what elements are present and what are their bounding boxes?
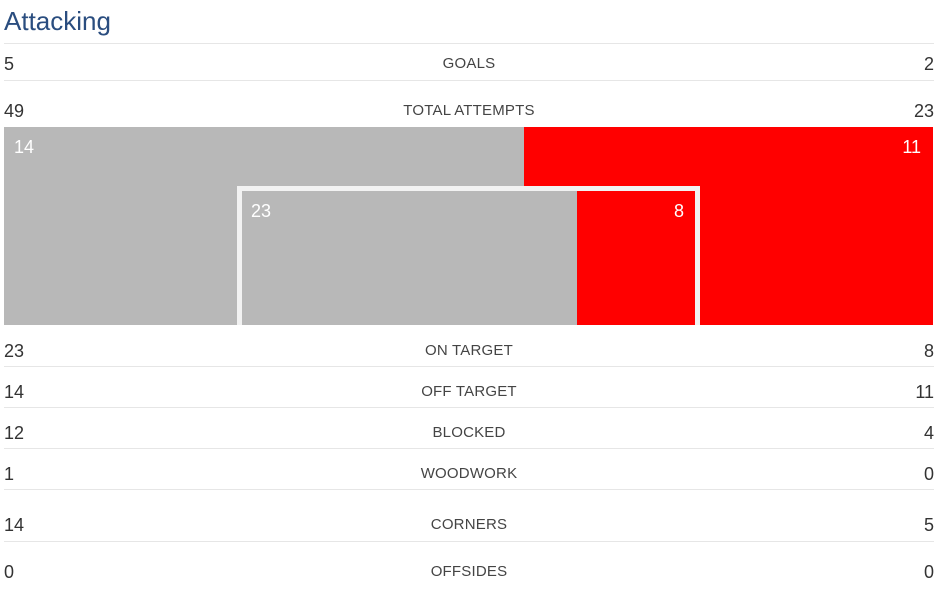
on-target-left-number: 23 xyxy=(251,201,272,221)
stat-row-woodwork: 1 WOODWORK 0 xyxy=(4,462,934,486)
on-target-right-bar xyxy=(577,191,695,325)
corners-label: CORNERS xyxy=(430,516,508,533)
stat-row-offsides: 0 OFFSIDES 0 xyxy=(4,560,934,584)
blocked-left-value: 12 xyxy=(4,423,25,443)
total-attempts-label: TOTAL ATTEMPTS xyxy=(403,102,535,119)
on-target-right-value: 8 xyxy=(923,341,934,361)
divider xyxy=(4,43,934,44)
off-target-left-value: 14 xyxy=(4,382,25,402)
off-target-right-number: 11 xyxy=(902,137,921,157)
blocked-right-value: 4 xyxy=(923,423,934,443)
divider xyxy=(4,489,934,490)
goal-frame xyxy=(237,186,700,325)
woodwork-right-value: 0 xyxy=(923,464,934,484)
woodwork-left-value: 1 xyxy=(4,464,15,484)
on-target-label: ON TARGET xyxy=(425,342,513,359)
attempts-goal-graphic: 14 11 23 8 xyxy=(4,127,933,325)
goals-right-value: 2 xyxy=(923,54,934,74)
total-attempts-left-value: 49 xyxy=(4,101,25,121)
on-target-left-bar xyxy=(242,191,577,325)
woodwork-label: WOODWORK xyxy=(420,465,518,482)
on-target-right-number: 8 xyxy=(674,201,685,221)
divider xyxy=(4,80,934,81)
total-attempts-right-value: 23 xyxy=(913,101,934,121)
goals-left-value: 5 xyxy=(4,54,15,74)
off-target-left-number: 14 xyxy=(14,137,35,157)
goals-label: GOALS xyxy=(442,55,496,72)
divider xyxy=(4,366,934,367)
stat-row-on-target: 23 ON TARGET 8 xyxy=(4,339,934,363)
divider xyxy=(4,407,934,408)
offsides-label: OFFSIDES xyxy=(430,563,508,580)
blocked-label: BLOCKED xyxy=(432,424,506,441)
stat-row-corners: 14 CORNERS 5 xyxy=(4,513,934,537)
corners-left-value: 14 xyxy=(4,515,25,535)
section-title: Attacking xyxy=(4,6,111,36)
off-target-label: OFF TARGET xyxy=(421,383,517,400)
stat-row-total-attempts: 49 TOTAL ATTEMPTS 23 xyxy=(4,99,934,123)
divider xyxy=(4,541,934,542)
stat-row-blocked: 12 BLOCKED 4 xyxy=(4,421,934,445)
offsides-left-value: 0 xyxy=(4,562,15,582)
corners-right-value: 5 xyxy=(923,515,934,535)
on-target-left-value: 23 xyxy=(4,341,25,361)
offsides-right-value: 0 xyxy=(923,562,934,582)
divider xyxy=(4,448,934,449)
stat-row-goals: 5 GOALS 2 xyxy=(4,52,934,76)
off-target-right-value: 11 xyxy=(915,382,934,402)
stat-row-off-target: 14 OFF TARGET 11 xyxy=(4,380,934,404)
